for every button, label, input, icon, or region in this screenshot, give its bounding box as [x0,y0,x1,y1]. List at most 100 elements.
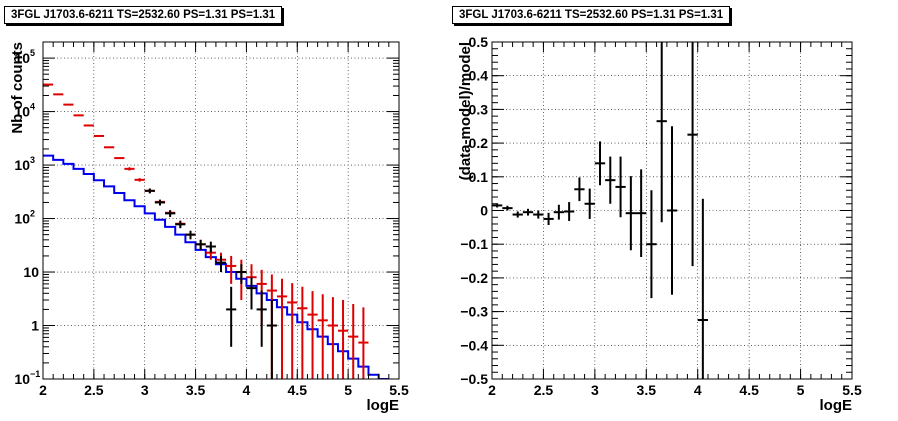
x-tick-label: 5 [797,382,805,398]
plot-frame [42,41,400,380]
x-tick-label: 3.5 [186,382,206,398]
y-tick-label: 0.3 [469,101,489,117]
data-point [287,283,298,379]
y-tick-label: −0.4 [460,337,488,353]
y-tick-exponent: 5 [30,48,35,58]
data-point [625,176,636,251]
data-point [276,278,288,379]
left-chart-title: 3FGL J1703.6-6211 TS=2532.60 PS=1.31 PS=… [4,6,283,24]
y-tick-label: 10 [14,211,30,227]
data-point [327,297,338,379]
data-point [636,169,647,258]
model-histogram [43,154,389,379]
data-point [175,220,186,229]
plot-area [492,42,708,379]
x-tick-label: 4.5 [739,382,759,398]
data-point [205,241,216,253]
data-point [297,286,308,379]
x-tick-label: 2.5 [534,382,554,398]
data-point [165,210,176,217]
data-point [256,290,267,347]
y-tick-label: 10 [14,104,30,120]
plot-area [43,83,389,379]
y-tick-label: 0.4 [469,68,489,84]
y-tick-label: −0.5 [460,371,488,387]
x-tick-label: 3.5 [637,382,657,398]
data-point [246,277,257,310]
y-axis-title: Nb of counts [9,42,26,134]
data-point [317,294,328,379]
grid [492,42,852,379]
data-point [615,156,626,218]
data-point [502,205,513,211]
x-tick-label: 2 [39,382,47,398]
data-point [533,210,544,219]
y-tick-label: 0 [480,203,488,219]
right-chart-title: 3FGL J1703.6-6211 TS=2532.60 PS=1.31 PS=… [452,6,731,24]
residuals-chart: 2 2.5 3 3.5 4 4.5 5 5.5 −0.5 −0.4 −0.3 −0.2 −0.1 0 0.1… [457,34,862,414]
data-point [697,198,708,379]
x-tick-label: 5.5 [389,382,409,398]
x-tick-label: 4 [694,382,702,398]
y-tick-exponent: 2 [30,209,35,219]
y-tick-label: 10 [14,157,30,173]
y-tick-label: 10 [23,264,39,280]
data-point [646,190,657,299]
data-point [348,304,359,379]
x-tick-label: 2.5 [84,382,104,398]
data-point [236,264,247,284]
data-point [266,299,277,379]
series-1 [144,188,277,379]
y-tick-label: 10 [14,50,30,66]
x-tick-label: 4.5 [288,382,308,398]
y-tick-label: 10 [14,371,30,387]
data-point [307,291,318,379]
data-point [154,199,166,206]
data-point [358,307,369,379]
y-tick-label: 0.1 [469,169,489,185]
data-point [226,255,237,284]
data-point [195,239,206,250]
data-point [512,211,523,218]
data-point [584,188,595,219]
series-0 [43,83,369,379]
data-point [144,188,155,194]
data-point [687,42,698,267]
data-point [666,126,678,295]
data-point [215,255,227,273]
data-point [522,208,534,216]
x-tick-label: 5 [344,382,352,398]
y-tick-exponent: −1 [30,369,40,379]
grid [43,42,399,379]
x-tick-label: 4 [243,382,251,398]
x-tick-label: 2 [488,382,496,398]
data-point [656,42,667,223]
data-point [574,177,585,202]
data-point [553,204,564,220]
data-point [605,156,616,204]
y-tick-label: −0.2 [460,270,488,286]
x-axis-title: logE [820,397,853,414]
x-tick-label: 5.5 [842,382,862,398]
y-axis-title: (data-model)/model [457,42,474,180]
data-point [185,230,196,240]
data-point [543,212,554,225]
data-point [564,202,575,221]
y-tick-label: 0.2 [469,135,489,151]
y-tick-label: −0.1 [460,236,488,252]
x-axis-title: logE [367,397,400,414]
y-tick-label: −0.3 [460,304,488,320]
data-point [124,167,135,171]
ticks [491,41,853,380]
y-tick-label: 0.5 [469,34,489,50]
x-tick-label: 3 [141,382,149,398]
data-point [337,299,349,379]
ticks [42,42,400,380]
series-0 [492,42,708,379]
y-tick-exponent: 3 [30,155,35,165]
x-tick-label: 3 [591,382,599,398]
data-point [226,286,237,347]
data-point [594,141,606,186]
